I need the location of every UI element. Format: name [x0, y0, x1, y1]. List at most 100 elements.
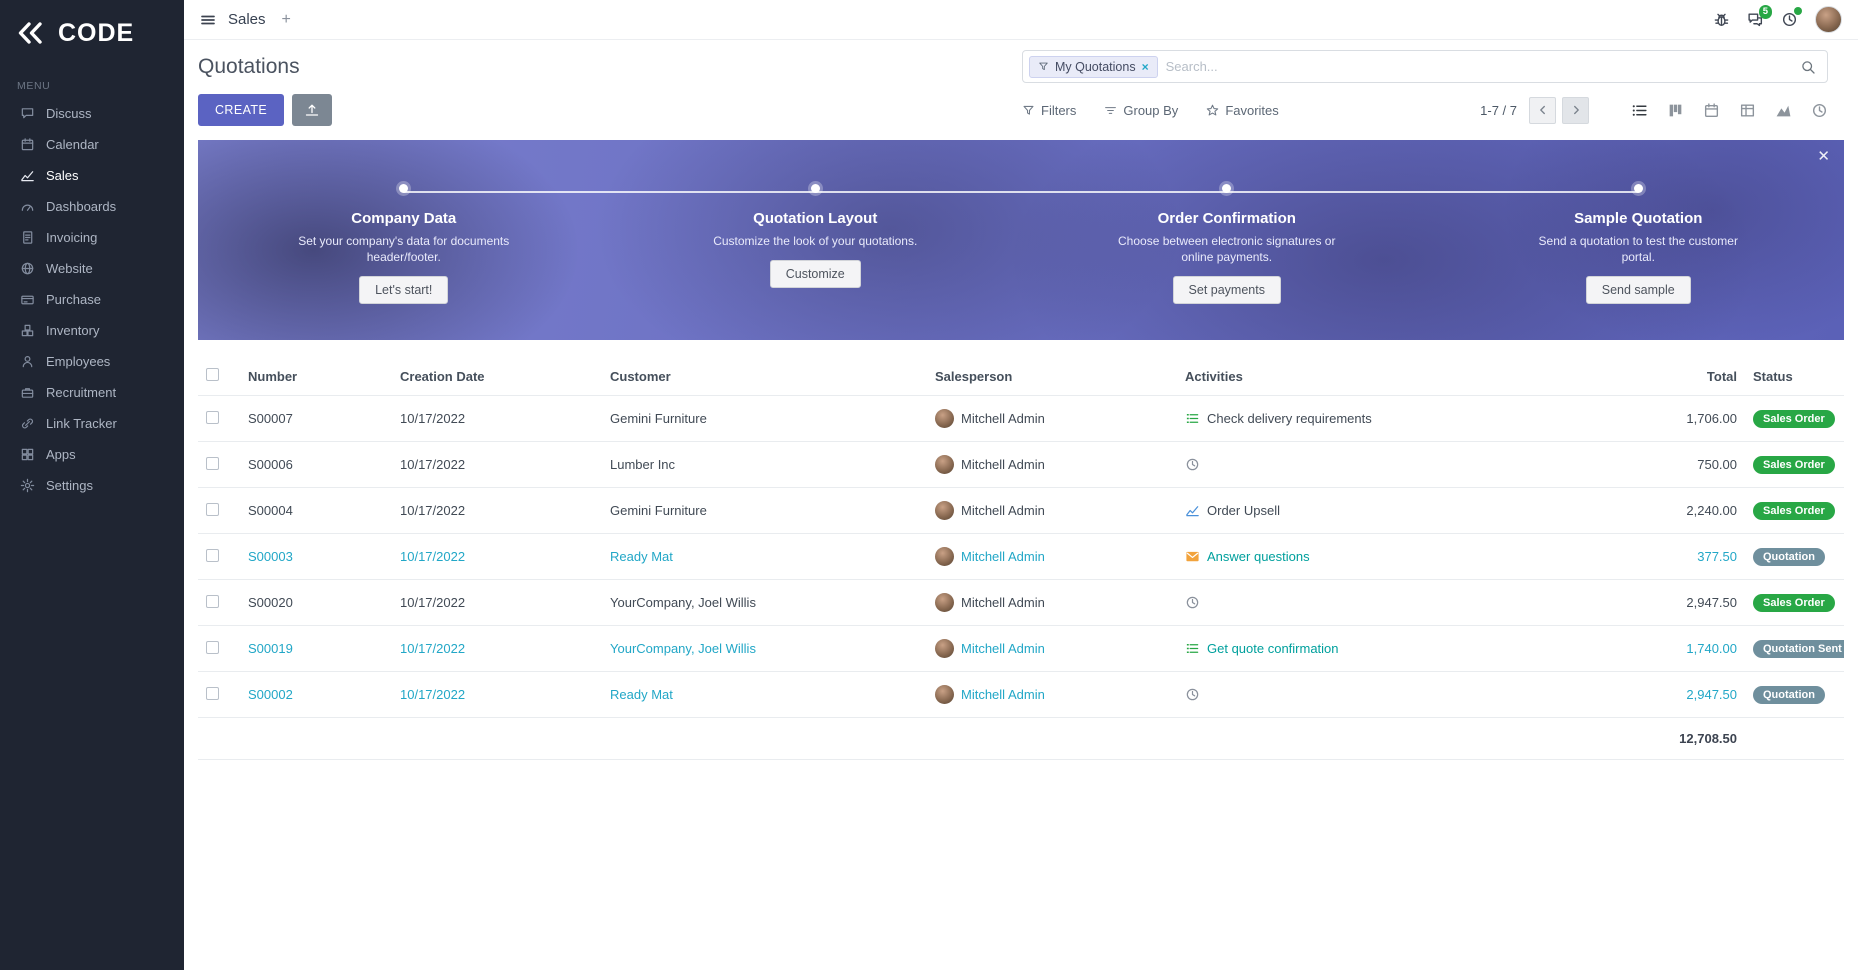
row-checkbox[interactable]	[206, 410, 219, 424]
table-row[interactable]: S00002 10/17/2022 Ready Mat Mitchell Adm…	[198, 671, 1844, 718]
step-description: Set your company's data for documents he…	[298, 234, 510, 265]
sidebar-item-website[interactable]: Website	[0, 253, 184, 284]
favorites-button[interactable]: Favorites	[1206, 103, 1279, 118]
search-input[interactable]	[1157, 59, 1800, 74]
quotation-number[interactable]: S00004	[240, 487, 392, 534]
messages-icon[interactable]: 5	[1747, 5, 1772, 28]
col-header-activities[interactable]: Activities	[1185, 368, 1243, 384]
sidebar-item-employees[interactable]: Employees	[0, 346, 184, 377]
close-icon[interactable]: ✕	[1817, 148, 1830, 165]
quotation-number[interactable]: S00007	[240, 395, 392, 442]
sidebar-item-calendar[interactable]: Calendar	[0, 129, 184, 160]
search-icon[interactable]	[1800, 59, 1827, 75]
step-dot	[1633, 184, 1643, 193]
table-row[interactable]: S00006 10/17/2022 Lumber Inc Mitchell Ad…	[198, 441, 1844, 488]
hamburger-menu-icon[interactable]	[200, 12, 216, 28]
app-logo[interactable]: CODE	[0, 0, 184, 66]
calendar-view-icon[interactable]	[1703, 102, 1720, 119]
search-facet[interactable]: My Quotations ×	[1029, 55, 1158, 78]
table-row[interactable]: S00004 10/17/2022 Gemini Furniture Mitch…	[198, 487, 1844, 534]
filters-button[interactable]: Filters	[1022, 103, 1076, 118]
col-header-number[interactable]: Number	[248, 368, 298, 384]
table-row[interactable]: S00020 10/17/2022 YourCompany, Joel Will…	[198, 579, 1844, 626]
add-tab-button[interactable]: +	[281, 10, 291, 28]
col-header-creation-date[interactable]: Creation Date	[400, 368, 485, 384]
sidebar-item-dashboards[interactable]: Dashboards	[0, 191, 184, 222]
total-amount: 1,706.00	[1605, 395, 1745, 442]
quotation-number[interactable]: S00003	[240, 533, 392, 580]
sidebar-item-settings[interactable]: Settings	[0, 470, 184, 501]
grid-icon	[21, 448, 34, 461]
lets-start-button[interactable]: Let's start!	[359, 276, 449, 305]
table-row[interactable]: S00007 10/17/2022 Gemini Furniture Mitch…	[198, 395, 1844, 442]
activity-cell[interactable]: Check delivery requirements	[1185, 411, 1597, 426]
col-header-total[interactable]: Total	[1706, 368, 1737, 384]
quotation-number[interactable]: S00019	[240, 625, 392, 672]
quotation-number[interactable]: S00020	[240, 579, 392, 626]
row-checkbox[interactable]	[206, 594, 219, 608]
sidebar-item-purchase[interactable]: Purchase	[0, 284, 184, 315]
activity-cell[interactable]: Get quote confirmation	[1185, 641, 1597, 656]
activity-cell[interactable]	[1185, 457, 1597, 472]
activity-cell[interactable]	[1185, 687, 1597, 702]
top-navbar: Sales + 5	[184, 0, 1858, 40]
table-row[interactable]: S00003 10/17/2022 Ready Mat Mitchell Adm…	[198, 533, 1844, 580]
col-header-customer[interactable]: Customer	[610, 368, 671, 384]
user-avatar[interactable]	[1815, 6, 1842, 33]
status-badge: Quotation Sent	[1753, 639, 1844, 658]
bug-icon[interactable]	[1713, 11, 1730, 28]
activity-label[interactable]: Get quote confirmation	[1207, 641, 1339, 656]
quotation-number[interactable]: S00006	[240, 441, 392, 488]
sidebar-item-discuss[interactable]: Discuss	[0, 98, 184, 129]
row-checkbox[interactable]	[206, 548, 219, 562]
activity-label[interactable]: Answer questions	[1207, 549, 1310, 564]
activity-cell[interactable]: Order Upsell	[1185, 503, 1597, 518]
sidebar-item-invoicing[interactable]: Invoicing	[0, 222, 184, 253]
customer-name: Gemini Furniture	[602, 487, 927, 534]
customize-button[interactable]: Customize	[769, 260, 861, 289]
col-header-salesperson[interactable]: Salesperson	[935, 368, 1013, 384]
salesperson-avatar	[935, 639, 954, 658]
sidebar-item-label: Dashboards	[46, 199, 117, 214]
upload-button[interactable]	[292, 94, 333, 126]
row-checkbox[interactable]	[206, 456, 219, 470]
sidebar-item-inventory[interactable]: Inventory	[0, 315, 184, 346]
sidebar-item-label: Link Tracker	[46, 416, 117, 431]
activity-view-icon[interactable]	[1811, 102, 1828, 119]
pager-prev-button[interactable]	[1529, 96, 1556, 124]
activity-clock-icon[interactable]	[1781, 7, 1802, 28]
row-checkbox[interactable]	[206, 502, 219, 516]
quotation-number[interactable]: S00002	[240, 671, 392, 718]
kanban-view-icon[interactable]	[1667, 102, 1684, 119]
row-checkbox[interactable]	[206, 686, 219, 700]
sidebar-item-sales[interactable]: Sales	[0, 160, 184, 191]
sidebar-item-apps[interactable]: Apps	[0, 439, 184, 470]
creation-date: 10/17/2022	[392, 625, 602, 672]
table-row[interactable]: S00019 10/17/2022 YourCompany, Joel Will…	[198, 625, 1844, 672]
sidebar-item-link-tracker[interactable]: Link Tracker	[0, 408, 184, 439]
pager-next-button[interactable]	[1562, 96, 1589, 124]
activity-cell[interactable]	[1185, 595, 1597, 610]
facet-remove-icon[interactable]: ×	[1141, 59, 1149, 74]
briefcase-icon	[21, 388, 34, 398]
create-button[interactable]: CREATE	[198, 94, 285, 126]
pivot-view-icon[interactable]	[1739, 102, 1756, 119]
set-payments-button[interactable]: Set payments	[1172, 276, 1281, 305]
salesperson-name: Mitchell Admin	[961, 549, 1045, 564]
col-header-status[interactable]: Status	[1753, 368, 1793, 384]
sidebar-item-recruitment[interactable]: Recruitment	[0, 377, 184, 408]
row-checkbox[interactable]	[206, 640, 219, 654]
chart-icon	[1185, 503, 1200, 518]
creation-date: 10/17/2022	[392, 533, 602, 580]
group-by-button[interactable]: Group By	[1104, 103, 1178, 118]
dashboard-icon	[21, 204, 34, 211]
search-bar[interactable]: My Quotations ×	[1022, 50, 1828, 83]
activity-label[interactable]: Check delivery requirements	[1207, 411, 1372, 426]
select-all-checkbox[interactable]	[206, 368, 219, 381]
send-sample-button[interactable]: Send sample	[1585, 276, 1691, 305]
activity-label[interactable]: Order Upsell	[1207, 503, 1280, 518]
list-view-icon[interactable]	[1631, 102, 1648, 119]
activity-cell[interactable]: Answer questions	[1185, 549, 1597, 564]
graph-view-icon[interactable]	[1775, 102, 1792, 119]
current-app-title[interactable]: Sales	[228, 11, 266, 28]
